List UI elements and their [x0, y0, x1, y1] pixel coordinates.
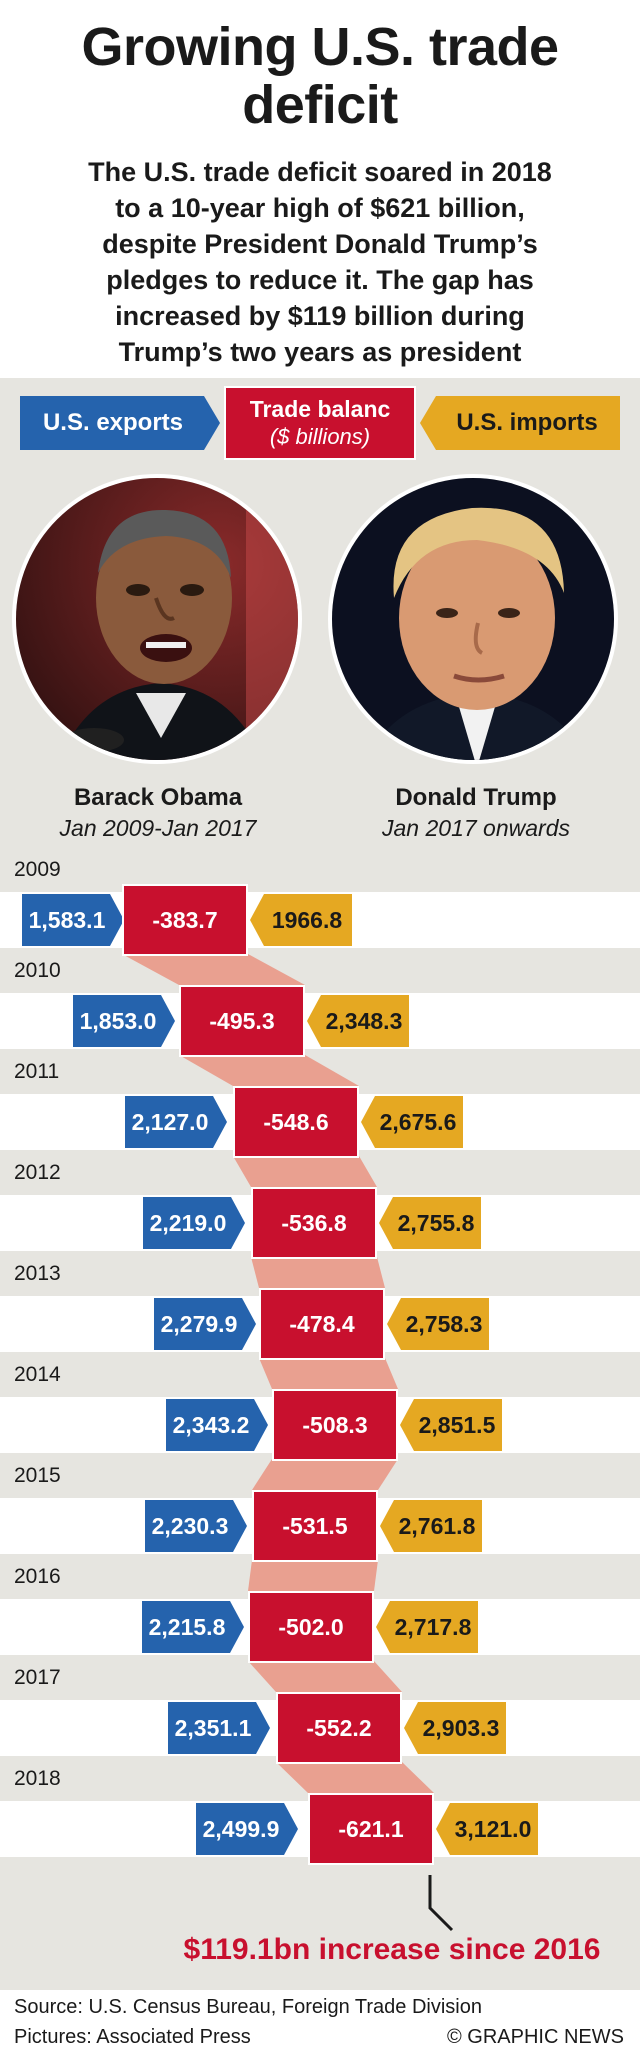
- imports-value: 2,717.8: [376, 1601, 478, 1653]
- exports-value: 2,499.9: [196, 1803, 298, 1855]
- imports-value: 2,851.5: [400, 1399, 502, 1451]
- balance-value: -495.3: [179, 985, 305, 1057]
- exports-value: 2,279.9: [154, 1298, 256, 1350]
- subtitle-line: to a 10-year high of $621 billion,: [115, 193, 525, 223]
- imports-value: 2,761.8: [380, 1500, 482, 1552]
- header: Growing U.S. trade deficit The U.S. trad…: [0, 0, 640, 378]
- year-label: 2017: [14, 1666, 61, 1689]
- balance-value: -508.3: [272, 1389, 398, 1461]
- imports-value: 1966.8: [250, 894, 352, 946]
- balance-value: -548.6: [233, 1086, 359, 1158]
- subtitle-line: pledges to reduce it. The gap has: [106, 265, 534, 295]
- exports-value: 2,343.2: [166, 1399, 268, 1451]
- graphic-news-credit: © GRAPHIC NEWS: [447, 2026, 624, 2048]
- year-label: 2009: [14, 858, 61, 881]
- balance-value: -552.2: [276, 1692, 402, 1764]
- pictures-credit: Pictures: Associated Press: [14, 2026, 251, 2048]
- exports-value: 2,230.3: [145, 1500, 247, 1552]
- legend-balance: Trade balanc ($ billions): [224, 386, 416, 460]
- imports-value: 2,675.6: [361, 1096, 463, 1148]
- subtitle-line: The U.S. trade deficit soared in 2018: [88, 157, 552, 187]
- exports-value: 2,127.0: [125, 1096, 227, 1148]
- subtitle: The U.S. trade deficit soared in 2018 to…: [30, 154, 610, 370]
- legend-balance-label: Trade balanc: [249, 396, 391, 422]
- subtitle-line: Trump’s two years as president: [118, 337, 522, 367]
- exports-value: 2,219.0: [143, 1197, 245, 1249]
- exports-value: 1,583.1: [22, 894, 124, 946]
- imports-value: 2,758.3: [387, 1298, 489, 1350]
- balance-value: -531.5: [252, 1490, 378, 1562]
- year-label: 2015: [14, 1464, 61, 1487]
- year-label: 2018: [14, 1767, 61, 1790]
- balance-value: -478.4: [259, 1288, 385, 1360]
- president-term: Jan 2009-Jan 2017: [59, 815, 257, 841]
- year-label: 2016: [14, 1565, 61, 1588]
- increase-annotation: $119.1bn increase since 2016: [183, 1933, 601, 1966]
- balance-value: -502.0: [248, 1591, 374, 1663]
- imports-value: 2,903.3: [404, 1702, 506, 1754]
- balance-value: -383.7: [122, 884, 248, 956]
- subtitle-line: despite President Donald Trump’s: [102, 229, 538, 259]
- source-note: Source: U.S. Census Bureau, Foreign Trad…: [14, 1996, 482, 2018]
- balance-value: -536.8: [251, 1187, 377, 1259]
- exports-value: 2,351.1: [168, 1702, 270, 1754]
- subtitle-line: increased by $119 billion during: [115, 301, 525, 331]
- obama-portrait: [12, 474, 302, 764]
- year-label: 2012: [14, 1161, 61, 1184]
- exports-value: 1,853.0: [73, 995, 175, 1047]
- trump-portrait: [328, 474, 618, 764]
- page-title-line2: deficit: [242, 75, 398, 135]
- year-label: 2013: [14, 1262, 61, 1285]
- president-name: Barack Obama: [73, 784, 243, 811]
- president-name: Donald Trump: [395, 784, 557, 811]
- year-label: 2010: [14, 959, 61, 982]
- year-label: 2011: [14, 1060, 60, 1083]
- page-title-line1: Growing U.S. trade: [81, 17, 559, 77]
- footer: Source: U.S. Census Bureau, Foreign Trad…: [0, 1990, 640, 2064]
- balance-value: -621.1: [308, 1793, 434, 1865]
- imports-value: 2,348.3: [307, 995, 409, 1047]
- legend-exports: U.S. exports: [20, 396, 220, 450]
- imports-value: 3,121.0: [436, 1803, 538, 1855]
- legend-balance-unit: ($ billions): [269, 424, 371, 449]
- year-label: 2014: [14, 1363, 61, 1386]
- imports-value: 2,755.8: [379, 1197, 481, 1249]
- president-term: Jan 2017 onwards: [382, 815, 570, 841]
- exports-value: 2,215.8: [142, 1601, 244, 1653]
- legend-imports: U.S. imports: [420, 396, 620, 450]
